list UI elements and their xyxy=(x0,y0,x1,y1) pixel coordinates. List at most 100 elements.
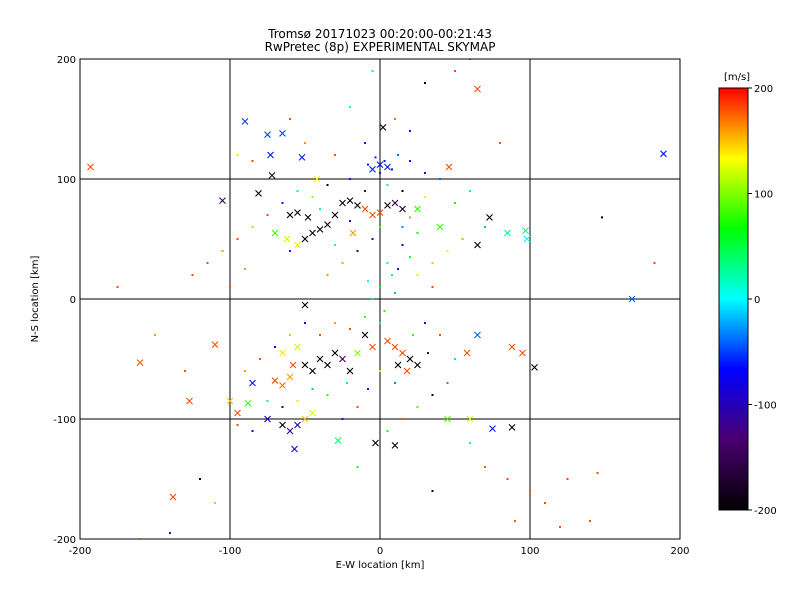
data-point-x-marker xyxy=(354,202,361,209)
data-point-x-marker xyxy=(474,331,481,339)
data-point-dot xyxy=(244,370,246,372)
y-tick-label: 100 xyxy=(57,175,76,186)
data-point-x-marker xyxy=(264,131,271,138)
data-point-x-marker xyxy=(391,442,399,449)
data-point-dot xyxy=(391,168,393,171)
data-point-x-marker xyxy=(271,377,279,384)
data-point-dot xyxy=(409,216,411,219)
data-point-dot xyxy=(529,490,531,492)
data-point-dot xyxy=(427,352,429,354)
data-point-x-marker xyxy=(354,349,361,357)
data-point-dot xyxy=(116,286,119,288)
data-point-x-marker xyxy=(291,445,298,453)
data-point-dot xyxy=(391,274,393,276)
data-point-dot xyxy=(244,268,246,270)
data-point-dot xyxy=(409,130,411,132)
data-point-x-marker xyxy=(244,400,252,407)
data-point-x-marker xyxy=(331,349,339,357)
data-point-x-marker xyxy=(219,197,226,204)
data-point-dot xyxy=(364,316,366,318)
colorbar-ticks: 200 100 0 -100 -200 xyxy=(748,84,777,517)
data-point-x-marker xyxy=(186,397,193,405)
data-point-dot xyxy=(596,472,599,474)
data-point-dot xyxy=(506,478,509,480)
data-point-x-marker xyxy=(283,235,291,243)
y-tick-label: 200 xyxy=(57,55,76,66)
data-point-dot xyxy=(349,220,351,222)
data-point-dot xyxy=(379,172,381,174)
data-point-x-marker xyxy=(466,415,474,423)
data-point-x-marker xyxy=(474,85,481,93)
data-point-dot xyxy=(251,226,254,228)
data-point-x-marker xyxy=(316,226,324,233)
data-point-dot xyxy=(589,520,591,522)
data-point-dot xyxy=(424,82,426,84)
data-point-x-marker xyxy=(339,199,346,207)
data-point-dot xyxy=(346,382,348,384)
data-point-x-marker xyxy=(301,301,309,309)
data-point-x-marker xyxy=(226,397,234,405)
data-point-dot xyxy=(424,196,426,198)
data-point-x-marker xyxy=(399,349,406,357)
data-point-dot xyxy=(326,394,329,396)
data-point-dot xyxy=(394,118,396,120)
data-point-x-marker xyxy=(369,211,376,219)
data-point-x-marker xyxy=(279,130,286,137)
data-point-dot xyxy=(281,202,284,204)
data-point-dot xyxy=(341,262,344,264)
data-point-x-marker xyxy=(334,437,342,444)
data-point-dot xyxy=(514,520,516,522)
data-point-dot xyxy=(304,322,306,324)
data-point-x-marker xyxy=(660,150,667,158)
chart-subtitle: RwPretec (8p) EXPERIMENTAL SKYMAP xyxy=(265,40,496,54)
data-point-dot xyxy=(289,118,291,120)
data-point-dot xyxy=(431,286,434,288)
data-point-x-marker xyxy=(339,355,346,363)
data-point-dot xyxy=(266,214,269,216)
data-point-x-marker xyxy=(279,349,286,357)
data-point-dot xyxy=(364,190,366,192)
y-tick-label: -200 xyxy=(53,535,76,546)
data-point-x-marker xyxy=(369,166,376,173)
data-point-x-marker xyxy=(264,415,271,423)
data-point-x-marker xyxy=(361,331,369,339)
data-point-x-marker xyxy=(474,241,481,249)
data-point-x-marker xyxy=(294,241,301,249)
data-point-x-marker xyxy=(346,367,354,375)
data-point-x-marker xyxy=(211,341,219,348)
data-point-dot xyxy=(454,358,456,360)
data-point-x-marker xyxy=(384,337,391,345)
data-point-dot xyxy=(401,226,404,228)
data-point-dot xyxy=(334,244,336,246)
data-point-dot xyxy=(424,172,426,174)
data-point-dot xyxy=(311,388,314,390)
data-point-x-marker xyxy=(289,361,297,369)
data-point-dot xyxy=(653,262,656,264)
data-point-x-marker xyxy=(286,427,294,435)
data-point-x-marker xyxy=(444,415,451,423)
data-point-dot xyxy=(281,406,284,408)
data-point-dot xyxy=(469,190,471,192)
data-point-dot xyxy=(431,262,434,264)
data-point-x-marker xyxy=(463,349,471,357)
data-point-dot xyxy=(379,226,381,228)
data-point-dot xyxy=(266,400,269,402)
data-point-x-marker xyxy=(169,493,177,501)
data-point-dot xyxy=(371,298,374,300)
data-point-dot xyxy=(296,400,299,402)
data-point-x-marker xyxy=(391,343,399,351)
data-point-x-marker xyxy=(268,172,276,179)
data-point-dot xyxy=(326,274,329,276)
data-point-dot xyxy=(412,334,414,336)
data-point-dot xyxy=(379,322,381,324)
x-tick-label: 100 xyxy=(520,546,539,557)
data-points xyxy=(87,59,667,539)
data-point-x-marker xyxy=(249,379,256,387)
data-point-dot xyxy=(559,526,561,528)
data-point-dot xyxy=(289,250,291,252)
data-point-x-marker xyxy=(399,205,406,213)
data-point-x-marker xyxy=(309,367,316,375)
data-point-x-marker xyxy=(379,124,387,131)
data-point-x-marker xyxy=(531,364,538,371)
